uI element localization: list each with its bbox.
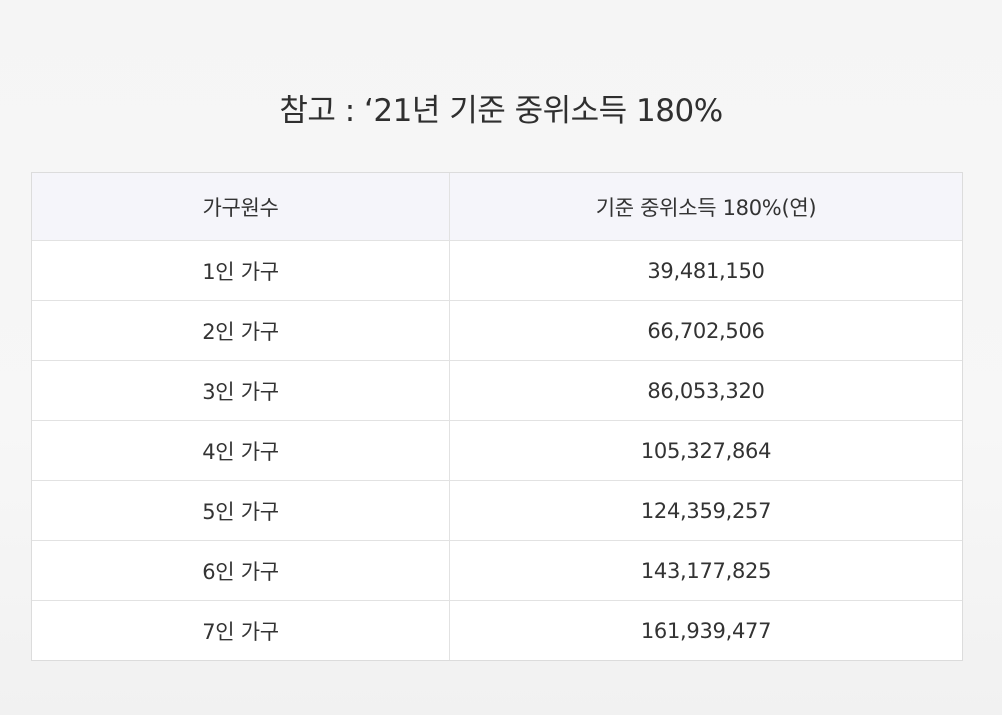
median-income-cell: 124,359,257 — [449, 480, 962, 541]
table-row: 1인 가구 39,481,150 — [32, 240, 962, 301]
header-household-size: 가구원수 — [32, 173, 450, 241]
median-income-cell: 161,939,477 — [640, 618, 772, 643]
household-size-cell: 3인 가구 — [32, 360, 450, 421]
median-income-cell: 39,481,150 — [449, 240, 962, 301]
median-income-cell: 86,053,320 — [449, 360, 962, 421]
header-median-income: 기준 중위소득 180%(연) — [449, 173, 962, 241]
table-header-row: 가구원수 기준 중위소득 180%(연) — [32, 173, 962, 241]
income-table: 가구원수 기준 중위소득 180%(연) 1인 가구 39,481,150 2인… — [32, 173, 962, 660]
household-size-cell: 4인 가구 — [32, 420, 450, 481]
household-size-cell: 7인 가구 — [32, 600, 450, 660]
median-income-cell: 143,177,825 — [449, 540, 962, 601]
household-size-cell: 6인 가구 — [32, 540, 450, 601]
table-row: 3인 가구 86,053,320 — [32, 360, 962, 421]
table-row: 5인 가구 124,359,257 — [32, 480, 962, 541]
median-income-cell: 105,327,864 — [449, 420, 962, 481]
table-row: 2인 가구 66,702,506 — [32, 300, 962, 361]
table-row: 6인 가구 143,177,825 — [32, 540, 962, 601]
income-table-container: 가구원수 기준 중위소득 180%(연) 1인 가구 39,481,150 2인… — [31, 172, 963, 661]
household-size-cell: 2인 가구 — [32, 300, 450, 361]
page-title: 참고 : ‘21년 기준 중위소득 180% — [279, 93, 723, 129]
median-income-cell: 66,702,506 — [449, 300, 962, 361]
table-row: 4인 가구 105,327,864 — [32, 420, 962, 481]
household-size-cell: 5인 가구 — [32, 480, 450, 541]
household-size-cell: 1인 가구 — [32, 240, 450, 301]
table-row: 7인 가구 161,939,477 — [32, 600, 962, 660]
